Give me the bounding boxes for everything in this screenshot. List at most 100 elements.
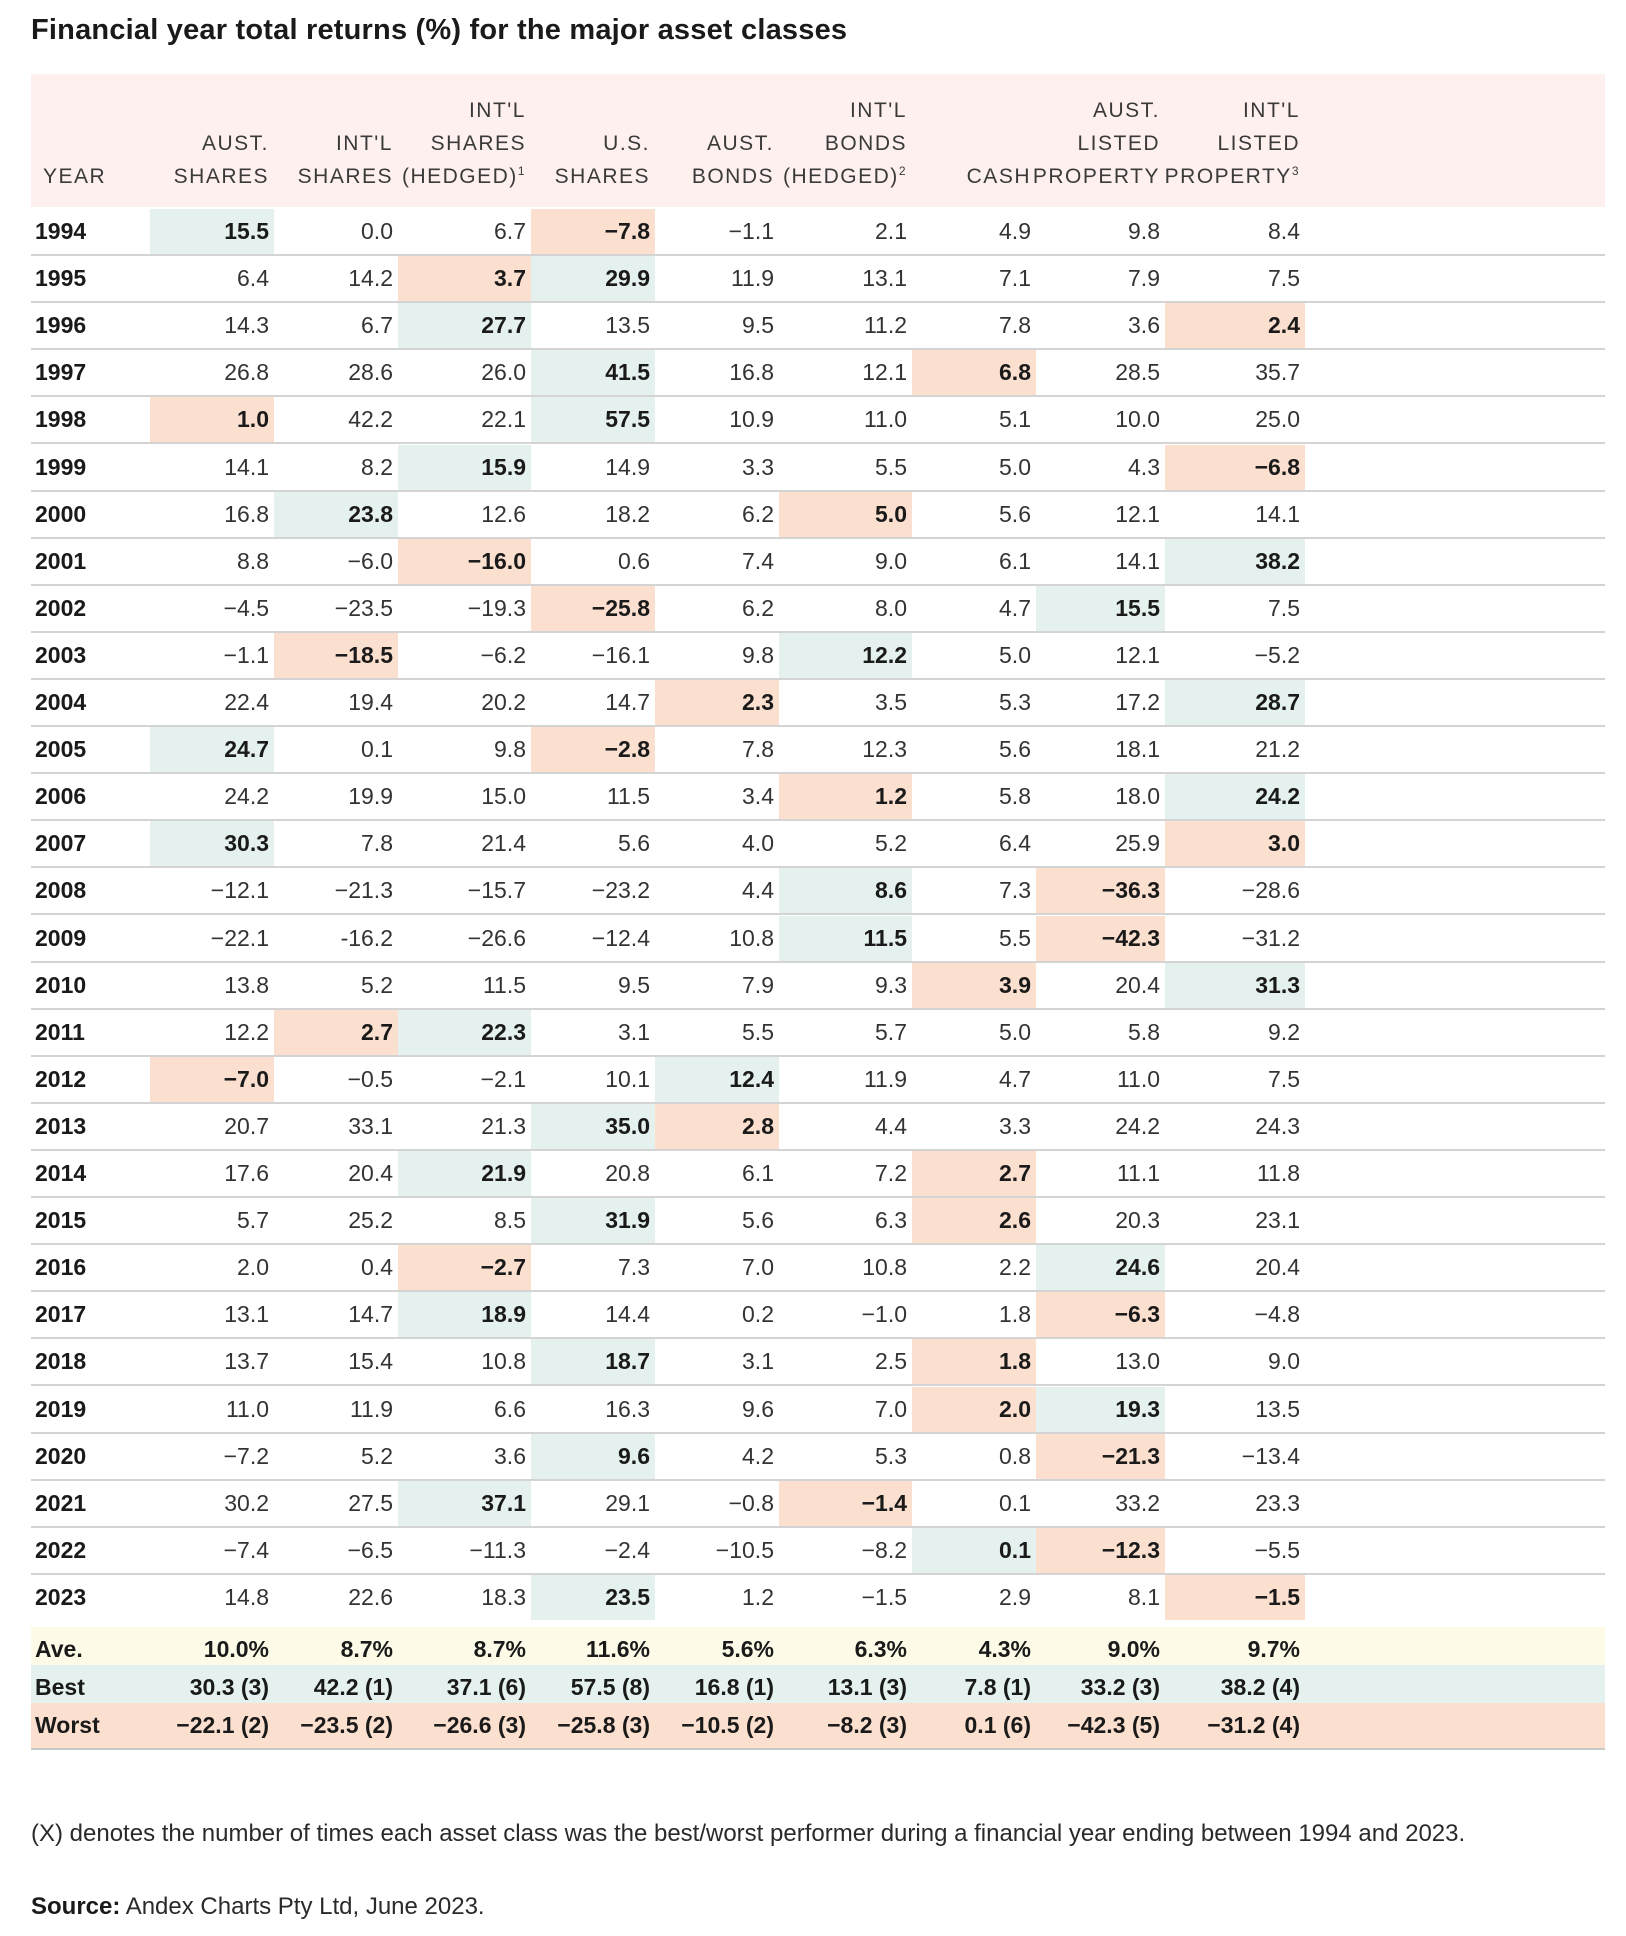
summary-label: Worst xyxy=(35,1712,100,1738)
value-cell: 14.7 xyxy=(348,1301,393,1327)
value-cell: 10.8 xyxy=(481,1348,526,1374)
value-cell: 13.5 xyxy=(1255,1396,1300,1422)
value-cell: 20.3 xyxy=(1115,1207,1160,1233)
value-cell: −2.1 xyxy=(480,1066,526,1092)
best-value-cell: 57.5 xyxy=(531,397,655,442)
value-cell: 16.8 xyxy=(224,501,269,527)
table-row: 2004 22.4 19.4 20.2 14.7 2.3 3.5 5.3 17.2 28.7 xyxy=(31,680,1605,727)
header-line: (HEDGED)2 xyxy=(783,160,907,193)
year-cell: 1997 xyxy=(35,359,87,385)
value-cell: −1.1 xyxy=(223,642,269,668)
row-divider xyxy=(31,772,1605,774)
value-cell: 12.3 xyxy=(862,736,907,762)
value-cell: 14.3 xyxy=(224,312,269,338)
summary-value: −31.2 (4) xyxy=(1207,1712,1300,1738)
value-cell: −16.1 xyxy=(591,642,650,668)
summary-value: 10.0% xyxy=(203,1636,269,1662)
value-cell: 8.5 xyxy=(494,1207,526,1233)
value-cell: 13.0 xyxy=(1115,1348,1160,1374)
year-cell: 1996 xyxy=(35,312,87,338)
table-row: 1995 6.4 14.2 3.7 29.9 11.9 13.1 7.1 7.9 7.5 xyxy=(31,256,1605,303)
table-row: 2011 12.2 2.7 22.3 3.1 5.5 5.7 5.0 5.8 9.2 xyxy=(31,1010,1605,1057)
year-cell: 2005 xyxy=(35,736,87,762)
footnote-marker: 2 xyxy=(898,164,907,178)
value-cell: 9.3 xyxy=(875,972,907,998)
value-cell: 11.8 xyxy=(1256,1160,1300,1186)
value-cell: 0.4 xyxy=(361,1254,393,1280)
value-cell: 11.2 xyxy=(863,312,907,338)
table-row: 1997 26.8 28.6 26.0 41.5 16.8 12.1 6.8 28.5 35.7 xyxy=(31,350,1605,397)
worst-value-cell: 1.2 xyxy=(779,774,912,819)
summary-value: 7.8 (1) xyxy=(964,1674,1031,1700)
worst-value-cell: −18.5 xyxy=(274,633,398,678)
summary-value: 42.2 (1) xyxy=(313,1674,393,1700)
worst-value-cell: 6.8 xyxy=(912,350,1036,395)
value-cell: 4.4 xyxy=(742,877,774,903)
row-divider xyxy=(31,961,1605,963)
value-cell: 24.2 xyxy=(1115,1113,1160,1139)
value-cell: 11.5 xyxy=(606,783,650,809)
row-divider xyxy=(31,678,1605,680)
value-cell: 12.1 xyxy=(1115,642,1160,668)
value-cell: 5.2 xyxy=(361,1443,393,1469)
value-cell: 9.6 xyxy=(742,1396,774,1422)
value-cell: 7.4 xyxy=(742,548,774,574)
value-cell: 11.1 xyxy=(1116,1160,1160,1186)
source-note: Source: Andex Charts Pty Ltd, June 2023. xyxy=(31,1890,485,1923)
value-cell: 11.0 xyxy=(225,1396,269,1422)
value-cell: 14.9 xyxy=(605,454,650,480)
best-value-cell: 11.5 xyxy=(779,916,912,961)
worst-value-cell: 2.6 xyxy=(912,1198,1036,1243)
value-cell: 14.8 xyxy=(224,1584,269,1610)
value-cell: 9.8 xyxy=(494,736,526,762)
table-row: 2016 2.0 0.4 −2.7 7.3 7.0 10.8 2.2 24.6 20.4 xyxy=(31,1245,1605,1292)
header-line: INT'L xyxy=(335,132,393,155)
value-cell: 3.1 xyxy=(742,1348,774,1374)
row-divider xyxy=(31,1432,1605,1434)
footnote: (X) denotes the number of times each ass… xyxy=(31,1820,1466,1847)
year-cell: 2011 xyxy=(35,1019,85,1045)
value-cell: 20.8 xyxy=(605,1160,650,1186)
header-intl-shares-hedged: INT'L SHARES (HEDGED)1 xyxy=(398,74,526,193)
table-row: 2005 24.7 0.1 9.8 −2.8 7.8 12.3 5.6 18.1 21.2 xyxy=(31,727,1605,774)
header-line: LISTED xyxy=(1077,132,1160,155)
value-cell: −13.4 xyxy=(1241,1443,1300,1469)
value-cell: 25.0 xyxy=(1255,406,1300,432)
ave-summary-row: Ave. 10.0% 8.7% 8.7% 11.6% 5.6% 6.3% 4.3% 9.0% 9.… xyxy=(31,1627,1605,1672)
table-row: 2000 16.8 23.8 12.6 18.2 6.2 5.0 5.6 12.1 14.1 xyxy=(31,492,1605,539)
table-row: 2015 5.7 25.2 8.5 31.9 5.6 6.3 2.6 20.3 23.1 xyxy=(31,1198,1605,1245)
value-cell: 8.1 xyxy=(1128,1584,1160,1610)
year-cell: 2016 xyxy=(35,1254,87,1280)
row-divider xyxy=(31,913,1605,915)
best-value-cell: 15.5 xyxy=(150,209,274,254)
summary-value: −10.5 (2) xyxy=(681,1712,774,1738)
row-divider xyxy=(31,1149,1605,1151)
year-cell: 2002 xyxy=(35,595,87,621)
value-cell: 3.6 xyxy=(1128,312,1160,338)
value-cell: 8.0 xyxy=(875,595,907,621)
value-cell: −15.7 xyxy=(467,877,526,903)
value-cell: 11.5 xyxy=(482,972,526,998)
best-value-cell: 24.2 xyxy=(1165,774,1305,819)
worst-value-cell: −16.0 xyxy=(398,539,531,584)
value-cell: 22.6 xyxy=(348,1584,393,1610)
table-row: 2023 14.8 22.6 18.3 23.5 1.2 −1.5 2.9 8.1 −1.5 xyxy=(31,1575,1605,1622)
row-divider xyxy=(31,819,1605,821)
worst-value-cell: −1.5 xyxy=(1165,1575,1305,1620)
worst-value-cell: −7.0 xyxy=(150,1057,274,1102)
value-cell: 5.8 xyxy=(1128,1019,1160,1045)
value-cell: 27.5 xyxy=(348,1490,393,1516)
value-cell: 26.0 xyxy=(481,359,526,385)
year-cell: 2015 xyxy=(35,1207,87,1233)
header-line: INT'L xyxy=(468,99,526,122)
best-value-cell: 22.3 xyxy=(398,1010,531,1055)
value-cell: 8.8 xyxy=(237,548,269,574)
value-cell: 0.0 xyxy=(361,218,393,244)
value-cell: 3.5 xyxy=(875,689,907,715)
value-cell: −6.0 xyxy=(347,548,393,574)
best-value-cell: 23.8 xyxy=(274,492,398,537)
value-cell: 2.0 xyxy=(237,1254,269,1280)
value-cell: 15.0 xyxy=(481,783,526,809)
value-cell: 6.4 xyxy=(999,830,1031,856)
best-value-cell: 24.7 xyxy=(150,727,274,772)
